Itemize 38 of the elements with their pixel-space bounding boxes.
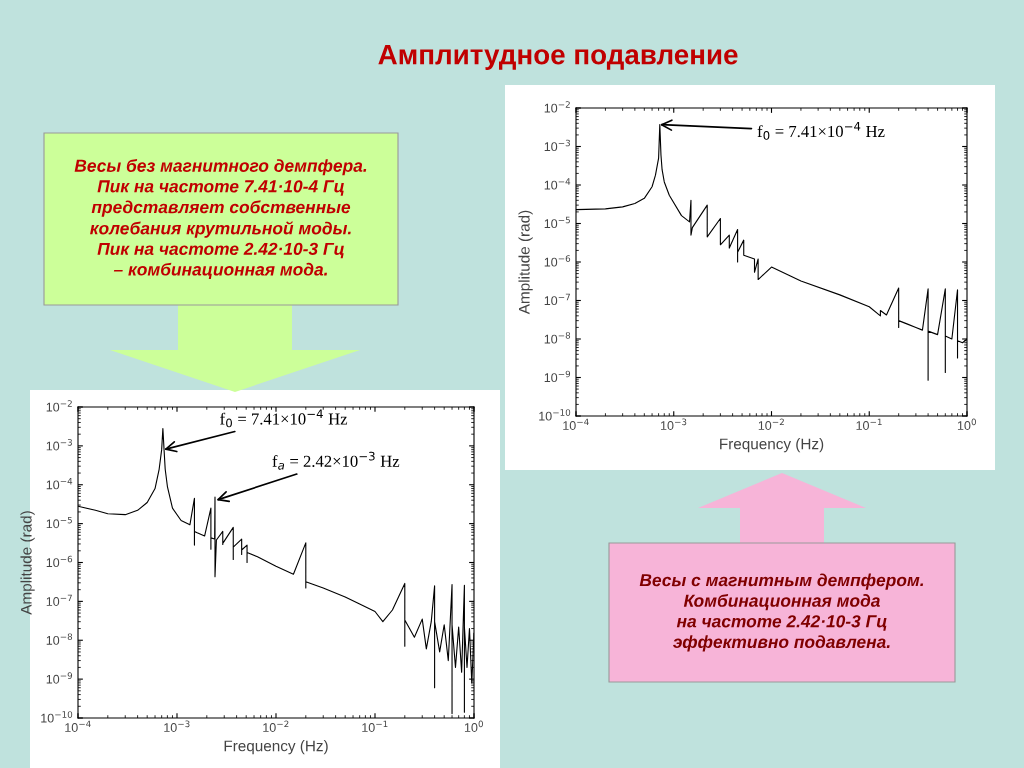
x-axis-title: Frequency (Hz) (720, 438, 824, 453)
x-tick-label: 10$^{−1}$ (362, 720, 388, 732)
x-axis-title: Frequency (Hz) (224, 740, 328, 755)
x-tick-label: 10$^{−2}$ (758, 418, 784, 430)
y-axis-title: Amplitude (rad) (20, 511, 35, 615)
y-tick-label: 10$^{−5}$ (544, 216, 570, 229)
y-tick-label: 10$^{−4}$ (46, 478, 73, 490)
y-tick-label: 10$^{−3}$ (46, 439, 72, 451)
text: Амплитудное подавление (378, 45, 738, 70)
y-tick-label: 10$^{−8}$ (46, 633, 73, 645)
y-tick-label: 10$^{−9}$ (46, 672, 73, 684)
annotation: f$_{0}$ = 7.41×10$^{−4}$ Hz (220, 409, 348, 428)
annotation: f$_{0}$ = 7.41×10$^{−4}$ Hz (757, 122, 885, 140)
x-tick-label: 10$^{−1}$ (856, 418, 882, 430)
y-tick-label: 10$^{−4}$ (544, 178, 571, 190)
x-tick-label: 10$^{−2}$ (263, 720, 289, 732)
y-tick-label: 10$^{−8}$ (544, 332, 571, 344)
x-tick-label: 10$^{0}$ (957, 418, 977, 430)
x-tick-label: 10$^{−4}$ (563, 418, 589, 430)
y-tick-label: 10$^{−2}$ (46, 400, 72, 412)
x-tick-label: 10$^{−3}$ (661, 418, 687, 430)
y-tick-label: 10$^{−6}$ (46, 555, 73, 568)
x-tick-label: 10$^{0}$ (464, 720, 484, 732)
annotation: f$_{a}$ = 2.42×10$^{−3}$ Hz (272, 451, 400, 470)
y-tick-label: 10$^{−7}$ (544, 293, 570, 306)
text: Весы с магнитным демпфером. Комбинационная мода на частоте 2.42·10-3 Гц эффективно подавлена. (639, 573, 924, 652)
y-tick-label: 10$^{−6}$ (544, 255, 571, 267)
y-tick-label: 10$^{−7}$ (46, 594, 72, 606)
y-axis-title: Amplitude (rad) (518, 210, 533, 315)
y-tick-label: 10$^{−9}$ (544, 370, 571, 383)
y-tick-label: 10$^{−10}$ (539, 409, 571, 421)
x-tick-label: 10$^{−3}$ (164, 720, 190, 732)
y-tick-label: 10$^{−2}$ (544, 101, 570, 113)
x-tick-label: 10$^{−4}$ (65, 720, 91, 732)
y-tick-label: 10$^{−10}$ (41, 711, 73, 723)
text: Весы без магнитного демпфера. Пик на частоте 7.41·10-4 Гц представляет собственные колебания крутильной моды. Пик на частоте 2.42·10-3 Гц – комбинационная мода. (74, 158, 367, 279)
y-tick-label: 10$^{−3}$ (544, 139, 570, 152)
y-tick-label: 10$^{−5}$ (46, 516, 72, 529)
